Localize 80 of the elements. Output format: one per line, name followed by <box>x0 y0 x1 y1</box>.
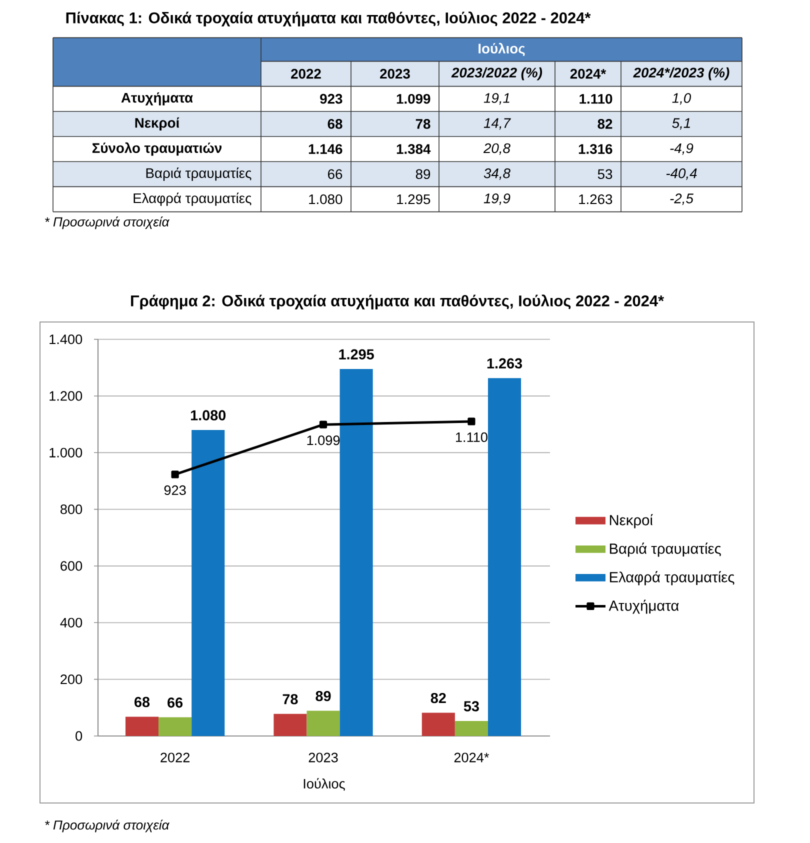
bar <box>192 430 225 736</box>
point <box>468 418 476 426</box>
y-tick-label: 0 <box>76 731 82 741</box>
data-label: 66 <box>168 697 183 708</box>
text: 1.146 <box>308 144 342 154</box>
text: 68 <box>328 119 342 129</box>
legend-label: Βαριά τραυματίες <box>610 542 721 557</box>
y-tick-label: 400 <box>60 618 82 628</box>
x-tick-label: 2024* <box>454 752 490 762</box>
legend-label: Ελαφρά τραυματίες <box>610 571 734 586</box>
bar <box>488 378 522 736</box>
text: 1.099 <box>396 94 430 104</box>
data-label: 78 <box>282 694 298 704</box>
text: 89 <box>416 169 430 180</box>
bar <box>125 716 159 736</box>
text: -2,5 <box>670 194 694 205</box>
bar <box>306 710 340 736</box>
y-tick-label: 1.400 <box>50 334 82 344</box>
category-label: Σύνολο τραυματιών <box>92 142 222 156</box>
text: 1.316 <box>578 144 612 154</box>
legend-label: Ατυχήματα <box>608 600 679 614</box>
data-label: 923 <box>164 485 186 496</box>
category-label: 2024*/2023 (%) <box>633 67 730 80</box>
x-tick-label: 2023 <box>308 752 338 762</box>
y-tick-label: 1.200 <box>50 391 82 401</box>
y-tick-label: 800 <box>60 504 82 514</box>
bar <box>422 712 455 736</box>
text: 19,9 <box>484 194 510 205</box>
y-tick-label: 1.000 <box>50 448 82 458</box>
data-label: 1.295 <box>339 349 374 360</box>
data-label: 1.263 <box>487 358 522 369</box>
point <box>319 420 328 428</box>
text: 1.080 <box>309 194 342 204</box>
text: 78 <box>416 119 430 129</box>
category-label: 2023/2022 (%) <box>451 67 542 80</box>
x-tick-label: 2022 <box>160 752 190 762</box>
bar <box>340 369 373 736</box>
text: 1.295 <box>397 194 430 204</box>
category-label: Ατυχήματα <box>121 92 193 106</box>
bar <box>274 714 307 736</box>
category-label: 2022 <box>291 68 321 79</box>
text: 1.384 <box>396 144 431 154</box>
text: * Προσωρινά στοιχεία <box>45 820 170 832</box>
text: 34,8 <box>484 168 510 180</box>
text: 82 <box>598 119 612 129</box>
text: Πίνακας 1: Οδικά τροχαία ατυχήματα και παθόντες, Ιούλιος 2022 - 2024* <box>66 12 591 26</box>
text: 14,7 <box>484 118 511 130</box>
category-label: Ελαφρά τραυματίες <box>134 192 252 206</box>
text: -40,4 <box>666 168 697 180</box>
data-label: 53 <box>464 701 479 712</box>
text: Ιούλιος <box>478 42 525 56</box>
x-axis-title: Ιούλιος <box>304 778 345 791</box>
data-label: 1.080 <box>190 410 226 420</box>
text: 5,1 <box>672 118 690 130</box>
point <box>171 470 179 478</box>
text: 1.110 <box>580 94 612 104</box>
data-label: 89 <box>316 690 331 702</box>
category-label: Βαριά τραυματίες <box>146 167 252 181</box>
text: 1,0 <box>672 93 692 105</box>
text: * Προσωρινά στοιχεία <box>45 216 170 230</box>
y-tick-label: 200 <box>60 674 82 684</box>
y-tick-label: 600 <box>60 561 82 571</box>
data-label: 82 <box>430 692 446 704</box>
legend-label: Νεκροί <box>610 514 653 528</box>
category-label: 2023 <box>380 68 410 79</box>
text: 923 <box>320 94 342 104</box>
category-label: Νεκροί <box>135 117 180 130</box>
text: 19,1 <box>484 93 510 105</box>
bar <box>158 717 192 736</box>
bar <box>454 720 488 736</box>
chart-title: Γράφημα 2: Οδικά τροχαία ατυχήματα και παθόντες, Ιούλιος 2022 - 2024* <box>131 294 664 310</box>
text: 53 <box>598 169 612 180</box>
text: 20,8 <box>483 143 510 155</box>
text: 1.263 <box>579 194 612 204</box>
data-label: 1.099 <box>307 436 340 446</box>
text: -4,9 <box>670 143 694 155</box>
category-label: 2024* <box>570 68 606 79</box>
data-label: 1.110 <box>456 432 488 442</box>
data-label: 68 <box>134 696 150 708</box>
text: 66 <box>328 169 342 180</box>
